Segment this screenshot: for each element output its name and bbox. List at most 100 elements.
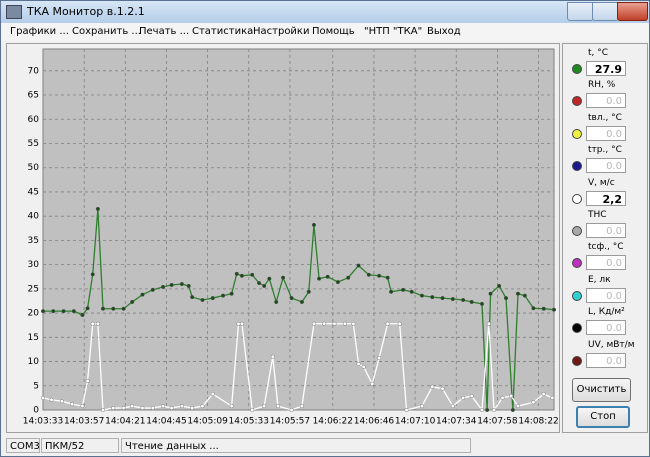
data-point <box>522 293 527 298</box>
data-point <box>450 404 455 409</box>
y-tick-label: 15 <box>28 333 39 343</box>
menu-item[interactable]: Графики ... <box>10 26 69 37</box>
data-point <box>150 406 155 411</box>
menu-item[interactable]: Настройки <box>253 26 310 37</box>
y-tick-label: 65 <box>28 91 39 101</box>
sensor-value: 0.0 <box>586 223 626 238</box>
data-point <box>111 306 116 311</box>
data-point <box>430 384 435 389</box>
data-point <box>389 289 394 294</box>
menu-item[interactable]: Сохранить ... <box>72 26 141 37</box>
menu-item[interactable]: Помощь <box>312 26 355 37</box>
data-point <box>469 299 474 304</box>
data-point <box>361 364 366 369</box>
data-point <box>541 392 546 397</box>
data-point <box>85 378 90 383</box>
data-point <box>515 291 520 296</box>
data-point <box>491 408 496 413</box>
data-point <box>322 321 327 326</box>
y-tick-label: 25 <box>28 284 39 294</box>
data-point <box>90 321 95 326</box>
menu-item[interactable]: Статистика <box>192 26 254 37</box>
data-point <box>430 295 435 300</box>
data-point <box>509 393 514 398</box>
y-tick-label: 20 <box>28 309 40 319</box>
x-tick-label: 14:08:22 <box>518 417 558 427</box>
data-point <box>274 299 279 304</box>
sensor-value: 0.0 <box>586 352 626 368</box>
data-point <box>461 298 466 303</box>
data-point <box>385 321 390 326</box>
sensor-value: 0.0 <box>586 125 626 141</box>
data-point <box>541 306 546 311</box>
data-point <box>404 408 409 413</box>
data-point <box>140 406 145 411</box>
data-point <box>356 263 361 268</box>
menu-item[interactable]: Печать ... <box>139 26 190 37</box>
data-point <box>377 356 382 361</box>
title-bar: ТКА Монитор в.1.2.1 <box>1 1 649 23</box>
y-tick-label: 55 <box>28 139 39 149</box>
maximize-button[interactable] <box>592 2 619 21</box>
data-point <box>503 296 508 301</box>
data-point <box>186 283 191 288</box>
menu-bar: Графики ... Сохранить ... Печать ... Статис… <box>1 23 649 41</box>
data-point <box>200 298 205 303</box>
data-point <box>150 287 155 292</box>
data-point <box>335 280 340 285</box>
sensor-label: tвл., °C <box>588 112 622 123</box>
x-tick-label: 14:06:46 <box>354 417 395 427</box>
status-field: COM3 <box>6 438 40 453</box>
close-button[interactable] <box>617 2 648 21</box>
data-point <box>488 291 493 296</box>
sensor-indicator <box>572 258 582 269</box>
data-point <box>70 402 75 407</box>
status-bar: COM3 ПКМ/52 Чтение данных ... <box>1 436 649 456</box>
data-point <box>356 361 361 366</box>
data-point <box>370 381 375 386</box>
data-point <box>130 404 135 409</box>
data-point <box>450 297 455 302</box>
data-point <box>515 404 520 409</box>
data-point <box>239 321 244 326</box>
data-point <box>210 296 215 301</box>
data-point <box>346 275 351 280</box>
sensor-value: 0.0 <box>586 287 626 303</box>
data-point <box>229 404 234 409</box>
sensor-label: ТНС <box>588 210 607 220</box>
data-point <box>281 275 286 280</box>
data-point <box>531 400 536 405</box>
y-tick-label: 60 <box>28 115 40 125</box>
sensor-label: tтр., °C <box>588 145 622 156</box>
data-point <box>221 293 226 298</box>
data-point <box>121 306 126 311</box>
sensor-label: E, лк <box>588 274 611 285</box>
data-point <box>250 272 255 277</box>
data-point <box>130 299 135 304</box>
clear-button[interactable]: Очистить <box>572 378 631 402</box>
x-tick-label: 14:03:57 <box>64 417 104 427</box>
minimize-button[interactable] <box>567 2 594 21</box>
data-point <box>497 283 502 288</box>
data-point <box>80 404 85 409</box>
x-tick-label: 14:07:10 <box>395 417 436 427</box>
menu-item[interactable]: Выход <box>427 26 461 37</box>
menu-item[interactable]: "НТП "ТКА" <box>364 26 423 37</box>
stop-button[interactable]: Стоп <box>576 406 630 428</box>
data-point <box>397 321 402 326</box>
sensor-label: UV, мВт/м <box>588 339 635 350</box>
sensor-indicator <box>572 226 582 236</box>
data-point <box>299 404 304 409</box>
data-point <box>229 291 234 296</box>
sensor-indicator <box>572 96 582 107</box>
data-point <box>95 206 100 211</box>
data-point <box>161 284 166 289</box>
data-point <box>61 309 66 314</box>
y-tick-label: 45 <box>28 187 39 197</box>
data-point <box>325 274 330 279</box>
sensor-indicator <box>572 128 582 139</box>
data-point <box>332 321 337 326</box>
x-tick-label: 14:04:21 <box>105 417 145 427</box>
y-tick-label: 0 <box>33 406 39 416</box>
sensor-value: 0.0 <box>586 255 626 271</box>
